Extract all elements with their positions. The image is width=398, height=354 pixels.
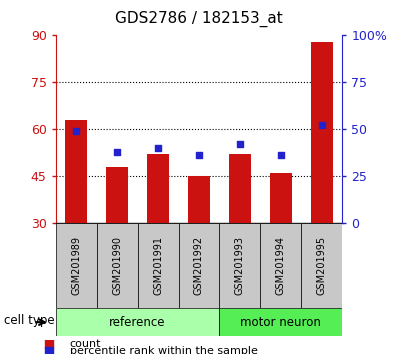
Text: cell type: cell type [4, 314, 55, 327]
Bar [138, 223, 179, 308]
Bar [219, 223, 260, 308]
Bar [260, 223, 301, 308]
Bar [229, 154, 251, 223]
Bar [219, 308, 342, 336]
Text: count: count [70, 339, 101, 349]
Point [155, 145, 161, 151]
Bar [106, 167, 129, 223]
Point [325, 316, 331, 321]
Bar [56, 308, 219, 336]
Bar [310, 42, 333, 223]
Bar [97, 223, 138, 308]
Text: percentile rank within the sample: percentile rank within the sample [70, 346, 258, 354]
Text: GSM201990: GSM201990 [112, 236, 122, 295]
Text: GSM201993: GSM201993 [235, 236, 245, 295]
Bar [269, 173, 292, 223]
Bar [56, 223, 97, 308]
Point [73, 128, 79, 134]
Point [237, 141, 243, 147]
Bar [179, 223, 219, 308]
Point [319, 122, 325, 128]
Text: GDS2786 / 182153_at: GDS2786 / 182153_at [115, 11, 283, 27]
Point [196, 153, 202, 158]
Text: motor neuron: motor neuron [240, 316, 321, 329]
Text: reference: reference [109, 316, 166, 329]
Text: GSM201994: GSM201994 [276, 236, 286, 295]
Point [114, 149, 120, 155]
Bar [301, 223, 342, 308]
Point [325, 251, 331, 257]
Point [278, 153, 284, 158]
Text: GSM201995: GSM201995 [317, 236, 327, 295]
Bar [188, 176, 210, 223]
Text: GSM201991: GSM201991 [153, 236, 163, 295]
Text: GSM201992: GSM201992 [194, 236, 204, 295]
Text: GSM201989: GSM201989 [71, 236, 81, 295]
Bar [147, 154, 169, 223]
Bar [65, 120, 88, 223]
